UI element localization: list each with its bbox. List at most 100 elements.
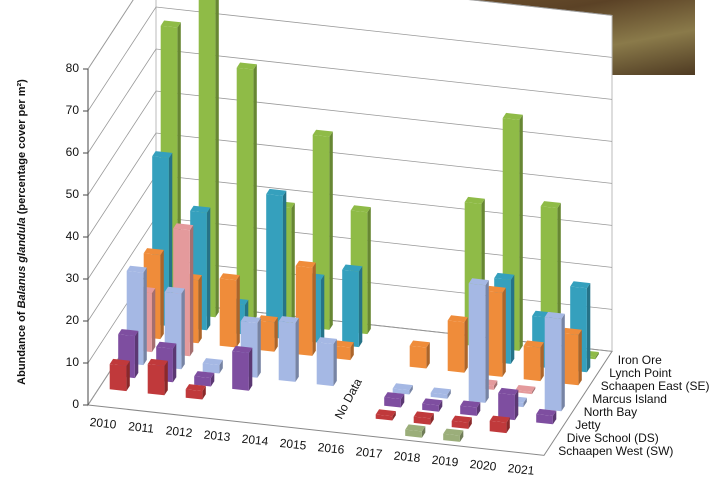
bar-top xyxy=(489,415,510,423)
x-tick-label: 2011 xyxy=(128,419,155,436)
bar-side xyxy=(468,417,472,429)
bar-side xyxy=(160,249,164,340)
bar-top xyxy=(375,409,396,417)
bar-side xyxy=(274,317,278,352)
y-tick-label: 0 xyxy=(72,397,79,411)
x-tick-label: 2018 xyxy=(393,449,421,466)
bar-side xyxy=(282,190,287,339)
y-tick-label: 30 xyxy=(66,271,80,285)
grid-line xyxy=(87,0,613,70)
bar-side xyxy=(531,386,536,395)
bar-side xyxy=(510,274,515,364)
bar-side xyxy=(430,413,434,425)
bar-side xyxy=(464,317,468,373)
bar-side xyxy=(502,287,506,377)
bar-side xyxy=(202,385,206,400)
legend-label: Lynch Point xyxy=(609,366,672,380)
bar-side xyxy=(143,267,147,366)
bar-side xyxy=(595,352,599,360)
legend-label: Schaapen West (SW) xyxy=(558,444,673,458)
bar-side xyxy=(312,262,316,356)
bar xyxy=(430,392,448,399)
bar-top xyxy=(561,327,582,335)
bar-side xyxy=(586,283,591,373)
bar-top xyxy=(464,196,485,204)
bar-top xyxy=(422,398,443,406)
bar-top xyxy=(468,278,489,286)
bar-side xyxy=(151,288,156,353)
bar-side xyxy=(578,329,582,386)
bar xyxy=(544,317,562,412)
bar xyxy=(316,342,334,387)
bar-top xyxy=(460,400,481,408)
bar xyxy=(498,393,515,421)
y-tick-label: 80 xyxy=(66,61,80,75)
bar-side xyxy=(134,330,139,379)
bar-side xyxy=(181,288,185,370)
legend-label: Iron Ore xyxy=(618,353,662,367)
bar-top xyxy=(194,371,215,379)
bar-top xyxy=(236,62,257,70)
bar-side xyxy=(210,372,215,387)
bar-top xyxy=(257,315,278,323)
grid-line xyxy=(87,6,613,112)
bar xyxy=(232,351,249,391)
y-tick-label: 60 xyxy=(66,145,80,159)
bar xyxy=(295,265,313,356)
bar-top xyxy=(443,428,464,436)
bar-side xyxy=(506,417,510,434)
bar-side xyxy=(476,402,481,416)
bar-side xyxy=(350,342,354,361)
bar-top xyxy=(540,201,561,209)
x-tick-label: 2017 xyxy=(355,444,383,461)
bar-top xyxy=(126,265,147,273)
bar-top xyxy=(570,281,591,289)
bar xyxy=(236,67,254,322)
bar-side xyxy=(164,360,168,396)
bar-top xyxy=(164,286,185,294)
bar-side xyxy=(329,131,333,330)
bar-top xyxy=(498,387,519,395)
bar xyxy=(194,376,211,387)
legend-label: Marcus Island xyxy=(592,392,667,406)
bar-top xyxy=(266,188,287,196)
bar-side xyxy=(519,114,523,351)
x-tick-label: 2016 xyxy=(317,440,345,457)
bar-side xyxy=(291,202,295,326)
x-tick-label: 2014 xyxy=(241,432,269,449)
bar-top xyxy=(219,273,240,281)
legend-label: Dive School (DS) xyxy=(567,431,659,445)
bar xyxy=(447,320,465,373)
x-tick-label: 2015 xyxy=(279,436,307,453)
bar xyxy=(561,333,579,386)
bar-side xyxy=(320,274,325,343)
bar-top xyxy=(413,411,434,419)
bar-top xyxy=(523,340,544,348)
bar-top xyxy=(485,285,506,293)
bar-top xyxy=(109,358,130,366)
x-tick-label: 2020 xyxy=(469,457,497,474)
bar-top xyxy=(160,20,181,28)
bar-side xyxy=(172,343,177,383)
bar xyxy=(443,433,460,442)
bar-top xyxy=(350,205,371,213)
bar xyxy=(413,416,431,425)
bar-top xyxy=(190,205,211,213)
bar-side xyxy=(253,64,257,322)
y-tick-label: 10 xyxy=(66,355,80,369)
bar xyxy=(342,269,359,348)
x-tick-label: 2013 xyxy=(203,428,231,445)
bar xyxy=(489,420,507,434)
bar-top xyxy=(278,316,299,324)
bar-side xyxy=(168,152,173,327)
bar-side xyxy=(552,410,557,425)
bar-top xyxy=(384,392,405,400)
bar xyxy=(147,364,165,396)
bar-side xyxy=(540,342,544,382)
bar-top xyxy=(156,341,177,349)
bar-side xyxy=(333,338,337,387)
bar xyxy=(485,291,503,377)
bar-side xyxy=(561,313,565,412)
bar-side xyxy=(400,393,405,408)
bar xyxy=(384,397,401,408)
